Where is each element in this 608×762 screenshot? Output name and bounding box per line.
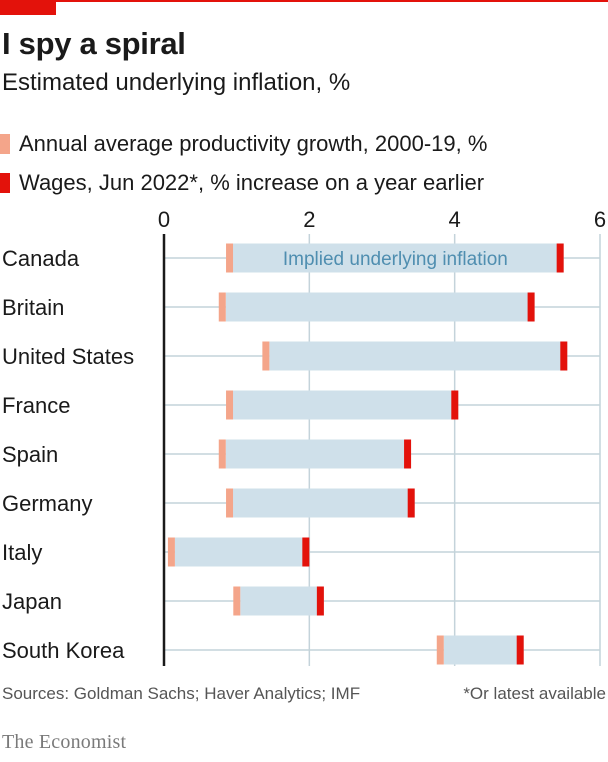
wages-marker bbox=[451, 390, 459, 420]
footnote: *Or latest available bbox=[463, 684, 606, 703]
annotation-label: Implied underlying inflation bbox=[283, 249, 508, 270]
implied-inflation-bar bbox=[233, 243, 564, 273]
category-label: Germany bbox=[2, 491, 92, 516]
chart-title: I spy a spiral bbox=[2, 26, 186, 61]
sources-note: Sources: Goldman Sachs; Haver Analytics;… bbox=[2, 684, 361, 703]
productivity-marker bbox=[226, 243, 234, 273]
x-tick-label: 2 bbox=[303, 207, 315, 232]
category-label: Japan bbox=[2, 589, 62, 614]
wages-marker bbox=[516, 635, 524, 665]
productivity-marker bbox=[226, 488, 234, 518]
legend-item-wages: Wages, Jun 2022*, % increase on a year e… bbox=[0, 170, 484, 196]
productivity-marker bbox=[436, 635, 444, 665]
category-label: United States bbox=[2, 344, 134, 369]
category-label: France bbox=[2, 393, 70, 418]
category-label: Canada bbox=[2, 246, 80, 271]
implied-inflation-bar bbox=[233, 390, 459, 420]
legend-item-productivity: Annual average productivity growth, 2000… bbox=[0, 131, 487, 157]
wages-marker bbox=[404, 439, 412, 469]
productivity-marker bbox=[262, 341, 270, 371]
productivity-marker bbox=[167, 537, 175, 567]
wages-marker bbox=[556, 243, 564, 273]
implied-inflation-bar bbox=[443, 635, 524, 665]
bar-chart: 0 2 4 6 Canada Britain United States France Spai… bbox=[2, 207, 606, 666]
legend-swatch-wages bbox=[0, 173, 10, 193]
implied-inflation-bar bbox=[240, 586, 324, 616]
productivity-marker bbox=[226, 390, 234, 420]
top-rule bbox=[0, 0, 608, 2]
wages-marker bbox=[407, 488, 415, 518]
x-tick-label: 0 bbox=[158, 207, 170, 232]
productivity-marker bbox=[233, 586, 241, 616]
legend-label-wages-main: Wages bbox=[19, 170, 87, 195]
implied-inflation-bar bbox=[225, 439, 412, 469]
x-tick-label: 6 bbox=[594, 207, 606, 232]
productivity-marker bbox=[218, 439, 226, 469]
x-tick-label: 4 bbox=[449, 207, 461, 232]
economist-logo: The Economist bbox=[2, 731, 127, 753]
implied-inflation-bar bbox=[233, 488, 415, 518]
legend-label-productivity-rest: , 2000-19, % bbox=[362, 131, 488, 156]
legend-label-wages-rest: , Jun 2022*, % increase on a year earlie… bbox=[86, 170, 485, 195]
chart-subtitle: Estimated underlying inflation, % bbox=[2, 69, 351, 96]
legend-swatch-productivity bbox=[0, 134, 10, 154]
category-label: Italy bbox=[2, 540, 42, 565]
wages-marker bbox=[560, 341, 568, 371]
wages-marker bbox=[302, 537, 310, 567]
implied-inflation-bar bbox=[174, 537, 310, 567]
category-label: Britain bbox=[2, 295, 64, 320]
category-label: South Korea bbox=[2, 638, 125, 663]
legend-label-productivity-main: Annual average productivity growth bbox=[19, 131, 363, 156]
wages-marker bbox=[316, 586, 324, 616]
implied-inflation-bar bbox=[269, 341, 568, 371]
brand-tag bbox=[0, 0, 56, 15]
implied-inflation-bar bbox=[225, 292, 535, 322]
wages-marker bbox=[527, 292, 535, 322]
productivity-marker bbox=[218, 292, 226, 322]
category-label: Spain bbox=[2, 442, 58, 467]
